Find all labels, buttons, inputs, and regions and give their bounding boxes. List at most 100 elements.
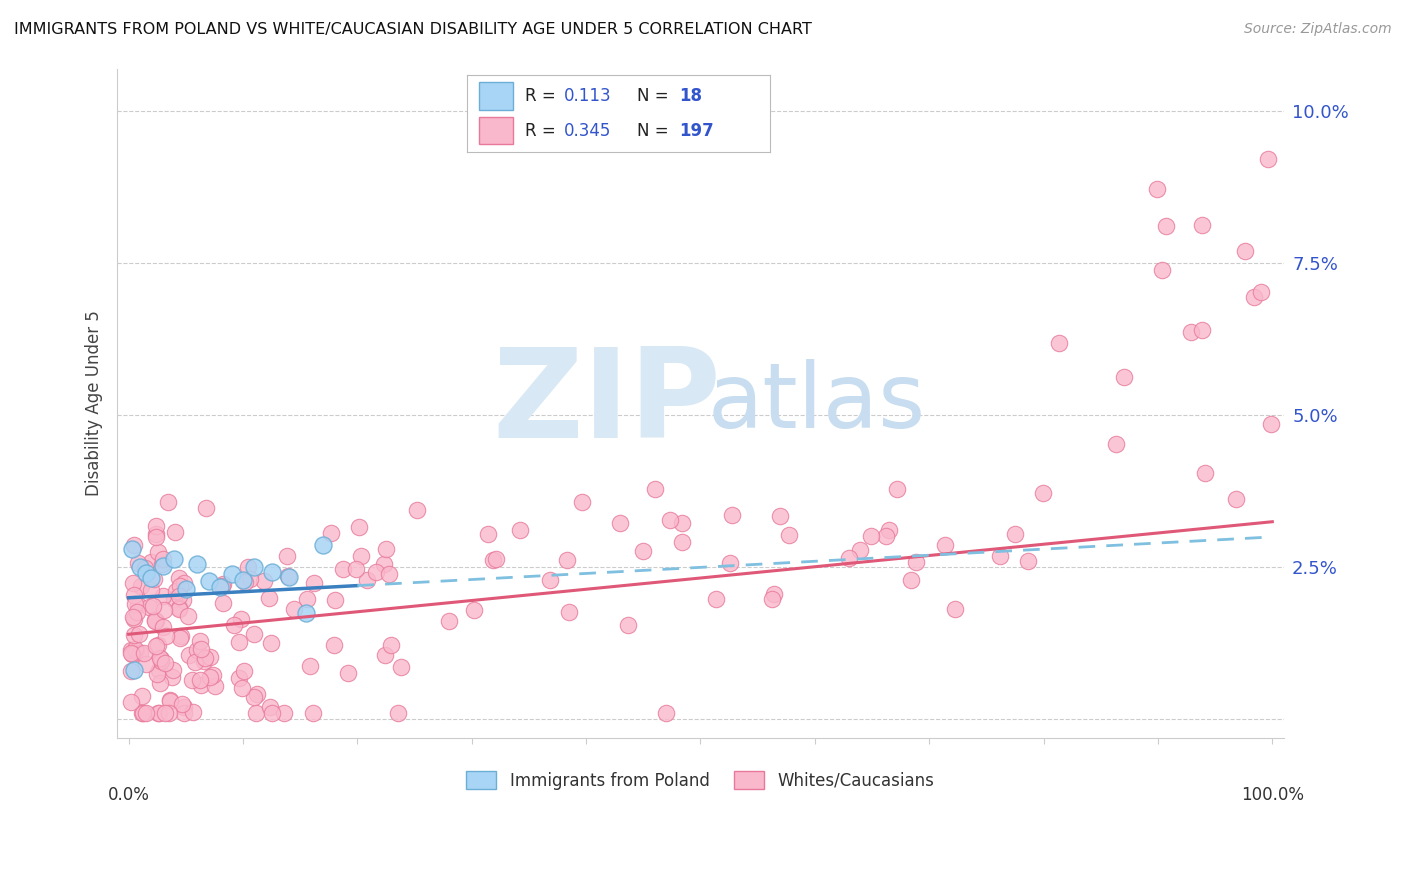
Point xyxy=(138,599,160,614)
Point xyxy=(211,577,233,591)
Point xyxy=(718,556,741,570)
Text: IMMIGRANTS FROM POLAND VS WHITE/CAUCASIAN DISABILITY AGE UNDER 5 CORRELATION CHA: IMMIGRANTS FROM POLAND VS WHITE/CAUCASIA… xyxy=(14,22,811,37)
Point xyxy=(1243,290,1265,304)
Point xyxy=(198,650,221,665)
Point xyxy=(127,598,149,612)
Point xyxy=(257,591,280,605)
Point xyxy=(121,541,143,556)
Point xyxy=(173,706,195,721)
Point xyxy=(875,528,897,542)
Point xyxy=(295,591,318,606)
Point xyxy=(162,663,184,677)
Point xyxy=(157,495,180,509)
Point xyxy=(167,600,190,615)
Point xyxy=(181,705,204,719)
Point xyxy=(838,551,860,566)
Point xyxy=(405,503,427,517)
Point xyxy=(198,670,221,684)
Point xyxy=(169,579,191,593)
Point xyxy=(184,655,207,669)
Point xyxy=(142,599,165,613)
Point xyxy=(905,555,928,569)
Point xyxy=(232,573,254,587)
Point xyxy=(374,648,396,662)
Point xyxy=(485,552,508,566)
Point xyxy=(349,549,371,563)
Point xyxy=(204,679,226,693)
Point xyxy=(243,627,266,641)
Point xyxy=(231,681,253,695)
Point xyxy=(323,592,346,607)
Point xyxy=(195,501,218,516)
Point xyxy=(877,524,900,538)
Point xyxy=(142,572,165,586)
Point xyxy=(633,544,655,558)
Point xyxy=(174,582,197,596)
Point xyxy=(481,553,503,567)
Point xyxy=(167,571,190,585)
Point xyxy=(721,508,744,522)
Point xyxy=(157,706,180,721)
Point xyxy=(1112,370,1135,384)
Point xyxy=(277,569,299,583)
Point xyxy=(132,646,155,660)
Point xyxy=(243,690,266,704)
Point xyxy=(1234,244,1257,258)
Point xyxy=(943,601,966,615)
Point xyxy=(387,706,409,721)
Point xyxy=(180,673,202,688)
Point xyxy=(188,634,211,648)
Point xyxy=(617,617,640,632)
Point xyxy=(152,551,174,566)
Point xyxy=(243,559,266,574)
Point xyxy=(1150,262,1173,277)
Point xyxy=(165,524,187,539)
Point xyxy=(347,520,370,534)
Point xyxy=(132,706,155,721)
Point xyxy=(849,542,872,557)
Point xyxy=(1191,323,1213,337)
Point xyxy=(298,659,321,673)
Point xyxy=(374,542,396,557)
Text: ZIP: ZIP xyxy=(492,343,721,464)
Point xyxy=(149,654,172,668)
Point xyxy=(155,629,177,643)
Point xyxy=(763,587,786,601)
Point xyxy=(143,614,166,628)
Point xyxy=(238,560,260,574)
Point xyxy=(145,667,167,681)
Point xyxy=(229,612,252,626)
Point xyxy=(153,656,176,670)
Point xyxy=(124,664,146,678)
Point xyxy=(149,652,172,666)
Point xyxy=(259,699,281,714)
Point xyxy=(222,618,245,632)
Point xyxy=(259,636,281,650)
Point xyxy=(145,530,167,544)
Point xyxy=(463,603,485,617)
Point xyxy=(139,582,162,597)
Point xyxy=(145,526,167,541)
Point xyxy=(128,627,150,641)
Point xyxy=(149,676,172,690)
Point xyxy=(135,657,157,671)
Point xyxy=(131,706,153,721)
Point xyxy=(302,575,325,590)
Point xyxy=(768,508,790,523)
Point xyxy=(277,570,299,584)
Point xyxy=(165,584,187,599)
Point xyxy=(145,614,167,628)
Point xyxy=(188,673,211,688)
Point xyxy=(131,690,153,704)
Point xyxy=(321,526,343,541)
Point xyxy=(761,592,783,607)
Point xyxy=(177,608,200,623)
Point xyxy=(558,606,581,620)
Point xyxy=(312,538,335,552)
Point xyxy=(160,670,183,684)
Point xyxy=(366,565,388,579)
Point xyxy=(149,651,172,665)
Point xyxy=(302,706,325,721)
Point xyxy=(120,643,142,657)
Point xyxy=(127,556,149,570)
